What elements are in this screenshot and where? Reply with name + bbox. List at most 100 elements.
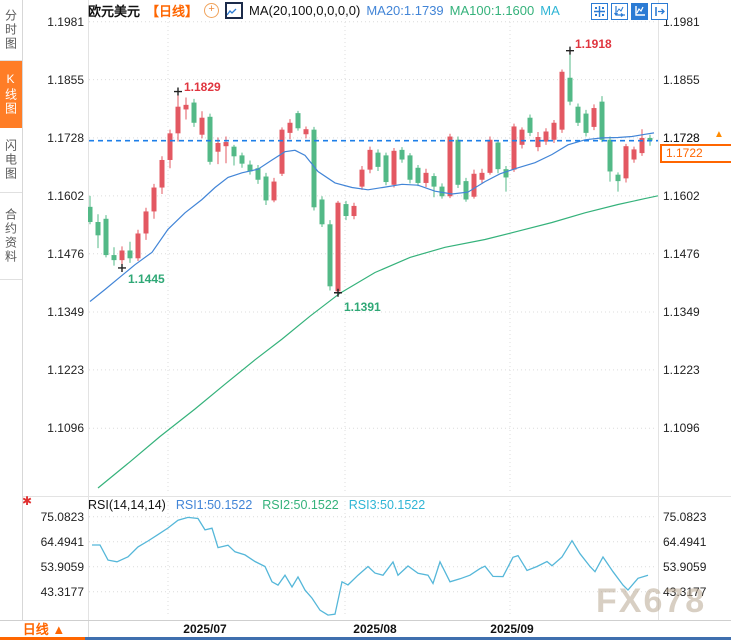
sidebar-tab-3[interactable]: 闪电图	[0, 128, 22, 193]
rsi-tick-label: 43.3177	[663, 584, 707, 599]
axis-scale-icon[interactable]	[611, 3, 628, 20]
sidebar-tab-1[interactable]: 分时图	[0, 0, 22, 61]
candle-body	[175, 106, 181, 134]
extreme-marker-cross	[566, 46, 574, 55]
period-tag: 【日线】	[146, 3, 199, 19]
candle-body	[631, 149, 637, 160]
candle-body	[95, 221, 101, 236]
candle-body	[543, 131, 549, 142]
price-tick-label: 1.1981	[663, 14, 700, 29]
extreme-marker-cross	[118, 263, 126, 272]
candle-body	[551, 122, 557, 140]
x-axis-month-label: 2025/08	[353, 622, 397, 636]
candle-body	[471, 173, 477, 197]
candle-body	[567, 77, 573, 102]
price-tick-label: 1.1223	[47, 362, 84, 377]
rsi-settings-icon[interactable]: ✱	[22, 494, 33, 508]
extreme-marker-cross	[174, 87, 182, 96]
candle-body	[127, 250, 133, 259]
rsi-params-label: RSI(14,14,14)	[88, 497, 166, 512]
candle-body	[143, 211, 149, 234]
chart-type-icon[interactable]	[225, 1, 244, 19]
rsi-tick-label: 53.9059	[663, 559, 707, 574]
sidebar-tab-2[interactable]: K线图	[0, 61, 22, 128]
candle-body	[647, 137, 653, 141]
high-price-annotation: 1.1829	[184, 80, 221, 94]
candle-body	[399, 149, 405, 160]
price-up-arrow-icon: ▲	[714, 129, 724, 140]
candle-body	[519, 129, 525, 145]
rsi-chart[interactable]	[88, 497, 658, 619]
crosshair-icon[interactable]	[591, 3, 608, 20]
ma-settings-label: MA(20,100,0,0,0,0)	[249, 2, 361, 18]
nearest-tick-label: 1.1728	[663, 131, 700, 145]
candle-body	[183, 104, 189, 110]
candle-body	[231, 146, 237, 157]
add-indicator-icon[interactable]: +	[204, 2, 220, 18]
candle-body	[559, 71, 565, 130]
plot-right-border	[658, 0, 659, 620]
candle-body	[151, 187, 157, 212]
rsi3-value-label: RSI3:50.1522	[348, 497, 426, 512]
low-price-annotation: 1.1445	[128, 272, 165, 286]
period-selector[interactable]: 日线 ▲	[0, 621, 89, 638]
price-tick-label: 1.1728	[663, 130, 700, 145]
candle-body	[367, 149, 373, 170]
candle-body	[167, 133, 173, 160]
candle-body	[487, 139, 493, 173]
rsi-tick-label: 75.0823	[663, 509, 707, 524]
price-tick-label: 1.1349	[663, 305, 700, 320]
axis-scale-active-icon[interactable]	[631, 3, 648, 20]
bottom-accent-strip	[0, 637, 85, 640]
candle-body	[191, 102, 197, 123]
ma100-value-label: MA100:1.1600	[449, 2, 535, 18]
bottom-scrollbar-strip[interactable]	[85, 637, 731, 640]
low-price-annotation: 1.1391	[344, 300, 381, 314]
chart-mode-sidebar: 分时图 K线图 闪电图 合约资料	[0, 0, 23, 640]
candle-body	[383, 155, 389, 183]
candle-body	[303, 129, 309, 135]
price-tick-label: 1.1476	[47, 246, 84, 261]
price-tick-label: 1.1981	[47, 14, 84, 29]
candle-body	[279, 129, 285, 174]
candlestick-chart[interactable]	[88, 0, 658, 497]
candle-body	[407, 155, 413, 180]
candle-body	[263, 176, 269, 201]
price-tick-label: 1.1223	[663, 362, 700, 377]
chart-toolbar	[591, 3, 668, 20]
price-tick-label: 1.1602	[47, 188, 84, 203]
candle-body	[535, 137, 541, 148]
candle-body	[391, 150, 397, 185]
candle-body	[511, 126, 517, 170]
candle-body	[503, 169, 509, 178]
rsi-tick-label: 53.9059	[40, 559, 84, 574]
ma20-line	[89, 132, 655, 302]
candle-body	[135, 233, 141, 259]
candle-body	[615, 174, 621, 182]
price-tick-label: 1.1096	[663, 421, 700, 436]
candle-body	[439, 186, 445, 197]
ma-extra-label: MA	[540, 2, 560, 18]
candle-body	[271, 181, 277, 201]
candle-body	[639, 137, 645, 154]
candle-body	[111, 255, 117, 261]
ma20-value-label: MA20:1.1739	[366, 2, 444, 18]
rsi1-value-label: RSI1:50.1522	[175, 497, 253, 512]
candle-body	[343, 204, 349, 217]
candle-body	[375, 152, 381, 167]
candle-body	[311, 129, 317, 208]
rsi-tick-label: 64.4941	[663, 534, 707, 549]
high-price-annotation: 1.1918	[575, 37, 612, 51]
candle-body	[239, 155, 245, 164]
rsi-tick-label: 75.0823	[40, 509, 84, 524]
candle-body	[455, 139, 461, 185]
rsi2-value-label: RSI2:50.1522	[262, 497, 339, 512]
candle-body	[159, 159, 165, 188]
candle-body	[599, 101, 605, 140]
price-tick-label: 1.1855	[47, 72, 84, 87]
candle-body	[359, 169, 365, 187]
collapse-right-icon[interactable]	[651, 3, 668, 20]
price-tick-label: 1.1728	[47, 130, 84, 145]
sidebar-tab-4[interactable]: 合约资料	[0, 193, 22, 280]
